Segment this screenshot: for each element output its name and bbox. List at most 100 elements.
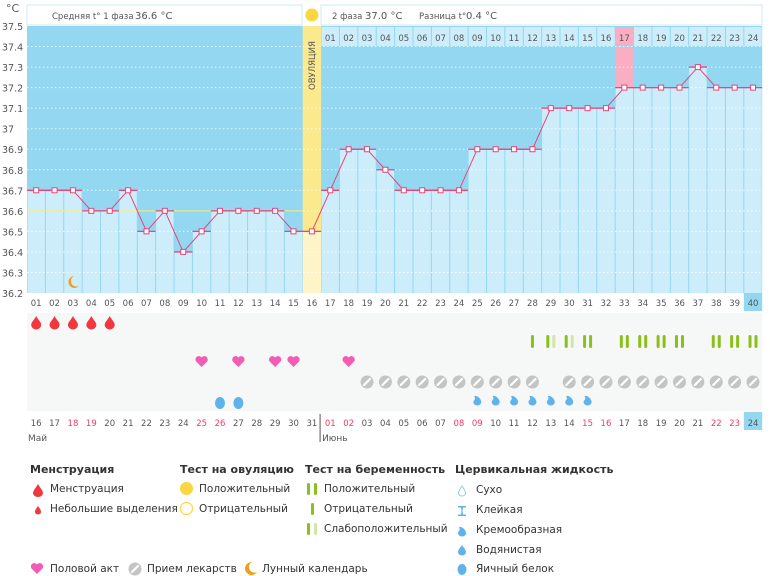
menstruation-drop-icon bbox=[67, 316, 78, 330]
pregnancy-test-bar bbox=[570, 335, 574, 348]
cycle-day-label: 09 bbox=[178, 299, 189, 309]
pill-slash bbox=[638, 377, 647, 387]
cycle-day-label: 31 bbox=[582, 299, 593, 309]
temperature-point bbox=[253, 207, 260, 214]
temperature-point bbox=[216, 207, 223, 214]
pill-slash bbox=[418, 377, 427, 387]
pregnancy-test-bar bbox=[625, 335, 629, 348]
date-label: 16 bbox=[601, 419, 612, 429]
heart-icon bbox=[342, 356, 355, 367]
pregnancy-test-bar bbox=[754, 335, 758, 348]
phase2-day-cell bbox=[597, 27, 615, 46]
pill-slash bbox=[509, 377, 519, 387]
date-label: 08 bbox=[454, 419, 465, 429]
y-tick-label: 36.6 bbox=[2, 207, 23, 218]
cycle-day-label: 11 bbox=[215, 299, 226, 309]
temperature-bar bbox=[192, 231, 211, 293]
temperature-point bbox=[731, 84, 738, 91]
phase2-label: 2 фаза bbox=[332, 12, 362, 22]
pregnancy-test-bar bbox=[662, 335, 666, 348]
pill-slash bbox=[620, 377, 629, 387]
heart-icon bbox=[195, 356, 208, 367]
temperature-bar bbox=[542, 108, 560, 294]
phase2-day-cell bbox=[468, 27, 486, 46]
pregnancy-test-bar bbox=[656, 335, 660, 348]
legend-test-weak: Слабоположительный bbox=[324, 523, 448, 535]
date-label: 21 bbox=[123, 419, 134, 429]
y-tick-label: 36.4 bbox=[2, 248, 23, 259]
legend-title-fluid: Цервикальная жидкость bbox=[455, 463, 614, 476]
bbt-chart: °C Средняя t° 1 фаза 36.6 °C 2 фаза 37.0 °C Р… bbox=[2, 2, 763, 444]
cycle-day-label: 10 bbox=[196, 299, 207, 309]
temperature-point bbox=[106, 207, 113, 214]
date-label: 29 bbox=[270, 419, 281, 429]
cycle-day-label: 26 bbox=[490, 299, 501, 309]
temperature-bar bbox=[45, 190, 64, 293]
date-label: 19 bbox=[86, 419, 97, 429]
menstruation-drop-icon bbox=[104, 316, 115, 330]
moon-icon bbox=[245, 561, 257, 575]
date-label: 11 bbox=[509, 419, 520, 429]
temperature-point bbox=[180, 248, 187, 255]
temperature-point bbox=[400, 187, 407, 194]
ovulation-positive-icon bbox=[180, 482, 193, 495]
temperature-point bbox=[290, 228, 297, 235]
phase2-day-label: 02 bbox=[343, 34, 354, 44]
date-label: 17 bbox=[619, 419, 630, 429]
legend-fluid-sticky: Клейкая bbox=[476, 504, 523, 516]
pregnancy-test-bar bbox=[619, 335, 623, 348]
ovulation-negative-icon bbox=[179, 501, 194, 516]
y-tick-label: 37.3 bbox=[2, 63, 23, 74]
diff-value: 0.4 °C bbox=[466, 11, 497, 22]
pregnancy-test-bar bbox=[564, 335, 568, 348]
phase2-day-label: 21 bbox=[692, 34, 703, 44]
phase2-day-label: 08 bbox=[454, 34, 465, 44]
heart-icon bbox=[232, 356, 245, 367]
phase2-day-cell bbox=[523, 27, 542, 46]
temperature-bar bbox=[689, 67, 707, 293]
cycle-day-label: 15 bbox=[288, 299, 299, 309]
plot-background bbox=[27, 26, 763, 293]
cycle-day-label: 40 bbox=[748, 299, 759, 309]
pregnancy-test-bar bbox=[730, 335, 734, 348]
temperature-bar bbox=[450, 190, 468, 293]
y-tick-label: 36.9 bbox=[2, 145, 23, 156]
temperature-point bbox=[529, 146, 536, 153]
temperature-point bbox=[750, 84, 757, 91]
temperature-point bbox=[474, 146, 481, 153]
menstruation-drop-icon bbox=[31, 316, 42, 330]
fluid-creamy-icon bbox=[583, 395, 592, 406]
temperature-bar bbox=[358, 149, 376, 293]
phase2-day-label: 10 bbox=[490, 34, 501, 44]
phase2-day-label: 15 bbox=[582, 34, 593, 44]
pregnancy-test-bar bbox=[530, 335, 534, 348]
temperature-bar bbox=[578, 108, 597, 294]
temperature-bar bbox=[505, 149, 523, 293]
spotting-drop-icon bbox=[35, 506, 41, 515]
phase2-day-cell bbox=[395, 27, 413, 46]
cycle-day-label: 05 bbox=[104, 299, 115, 309]
phase2-day-cell bbox=[670, 27, 689, 46]
test-positive-icon bbox=[307, 483, 317, 495]
temperature-bar bbox=[560, 108, 578, 294]
temperature-point bbox=[272, 207, 279, 214]
legend-title-menstruation: Менструация bbox=[30, 463, 115, 476]
cycle-day-label: 32 bbox=[601, 299, 612, 309]
legend-fluid-creamy: Кремообразная bbox=[476, 524, 563, 536]
phase2-day-cell bbox=[560, 27, 578, 46]
temperature-bar bbox=[156, 210, 174, 293]
legend-lunar: Лунный календарь bbox=[262, 563, 368, 575]
phase2-day-cell bbox=[578, 27, 597, 46]
phase2-value: 37.0 °C bbox=[365, 11, 402, 22]
pill-slash bbox=[454, 377, 464, 387]
pregnancy-test-bar bbox=[674, 335, 678, 348]
phase2-day-cell bbox=[450, 27, 468, 46]
temperature-point bbox=[437, 187, 444, 194]
cycle-day-label: 36 bbox=[674, 299, 685, 309]
cycle-day-label: 28 bbox=[527, 299, 538, 309]
y-tick-label: 36.2 bbox=[2, 289, 23, 300]
phase1-value: 36.6 °C bbox=[135, 11, 172, 22]
pill-slash bbox=[657, 377, 666, 387]
ovulation-label: ОВУЛЯЦИЯ bbox=[308, 41, 318, 90]
date-label: 18 bbox=[637, 419, 648, 429]
